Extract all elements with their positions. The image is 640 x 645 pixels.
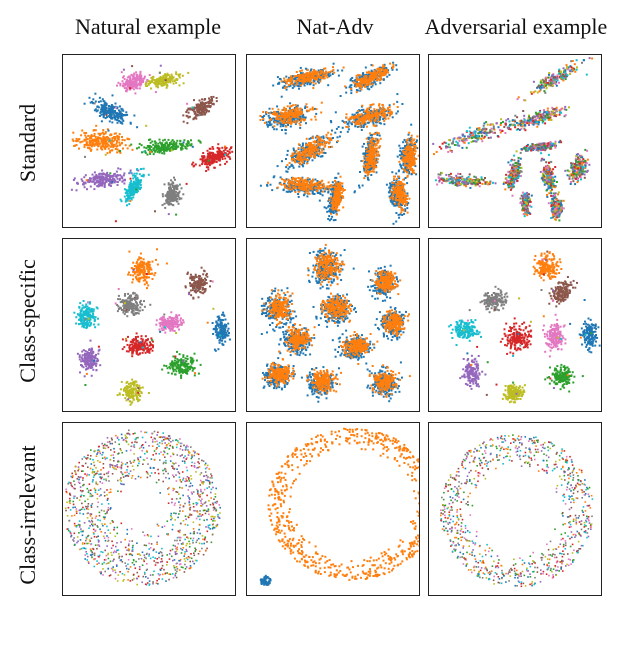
scatter-panel-r0-c0 (62, 54, 236, 228)
cluster-mixed-5 (503, 150, 523, 196)
cluster-red (500, 317, 532, 357)
cluster-red (122, 332, 154, 357)
row-title-class-specific: Class-specific (15, 231, 41, 411)
cluster-olive (145, 65, 190, 93)
cluster-gray (480, 286, 521, 313)
cluster-cyan (73, 300, 99, 329)
cluster-pink (116, 65, 151, 94)
cluster-blue (579, 299, 601, 353)
ring-points (440, 434, 593, 587)
cluster-pair-1 (340, 62, 398, 97)
cluster-red (191, 143, 236, 172)
cluster-olive (117, 379, 150, 406)
cluster-pair-4 (375, 306, 411, 341)
cluster-brown (182, 96, 218, 124)
cluster-pink (155, 311, 184, 334)
cluster-pair-4 (277, 130, 341, 173)
scatter-plot (63, 55, 236, 228)
cluster-blue (84, 93, 148, 129)
scatter-panel-r0-c1 (246, 54, 420, 228)
cluster-green (119, 139, 202, 156)
cluster-brown (185, 267, 214, 300)
cluster-mixed-3 (520, 140, 562, 154)
cluster-orange (533, 251, 563, 282)
cluster-mixed-4 (435, 172, 507, 189)
cluster-pink (542, 314, 571, 358)
cluster-pair-1 (367, 265, 401, 302)
cluster-purple (77, 340, 101, 386)
scatter-panel-r2-c0 (62, 422, 236, 596)
cluster-pair-8 (301, 366, 342, 403)
cluster-pair-9 (366, 361, 411, 402)
column-title-natural: Natural example (50, 14, 246, 40)
cluster-pair-0 (272, 63, 344, 98)
cluster-mixed-2 (432, 110, 524, 155)
scatter-plot (429, 55, 602, 228)
scatter-plot (247, 55, 420, 228)
ring-points (65, 430, 221, 586)
scatter-panel-r2-c2 (428, 422, 602, 596)
cluster-pair-7 (262, 357, 296, 390)
cluster-mixed-1 (507, 106, 570, 131)
cluster-cyan (448, 309, 482, 346)
cluster-purple (71, 167, 133, 191)
ring-points (268, 428, 421, 581)
scatter-panel-r0-c2 (428, 54, 602, 228)
row-title-standard: Standard (15, 53, 41, 233)
scatter-plot (247, 239, 420, 412)
row-title-class-irrelevant: Class-irrelevant (15, 385, 41, 645)
cluster-mixed-7 (564, 149, 590, 185)
cluster-orange (118, 248, 168, 298)
cluster-pair-6 (397, 124, 420, 185)
scatter-panel-r2-c1 (246, 422, 420, 596)
cluster-orange (72, 125, 134, 158)
cluster-mixed-0 (517, 57, 594, 101)
cluster-pair-3 (313, 293, 358, 328)
cluster-gray (115, 292, 152, 317)
cluster-pair-3 (330, 93, 404, 133)
blue-blob (260, 575, 272, 586)
cluster-pair-6 (332, 330, 379, 370)
cluster-olive (486, 382, 526, 404)
cluster-gray (154, 177, 188, 216)
cluster-mixed-9 (519, 192, 532, 218)
cluster-pair-5 (358, 125, 382, 189)
cluster-green (161, 351, 201, 379)
cluster-blue (207, 308, 231, 352)
scatter-panel-r1-c2 (428, 238, 602, 412)
scatter-plot (63, 239, 236, 412)
column-title-adversarial: Adversarial example (396, 14, 636, 40)
cluster-pair-2 (259, 102, 322, 135)
scatter-plot (429, 423, 602, 596)
cluster-purple (459, 346, 489, 390)
scatter-panel-r1-c1 (246, 238, 420, 412)
scatter-plot (63, 423, 236, 596)
cluster-pair-0 (307, 244, 355, 297)
scatter-plot (429, 239, 602, 412)
scatter-plot (247, 423, 420, 596)
cluster-brown (541, 276, 579, 307)
scatter-panel-r1-c0 (62, 238, 236, 412)
cluster-green (544, 364, 584, 393)
